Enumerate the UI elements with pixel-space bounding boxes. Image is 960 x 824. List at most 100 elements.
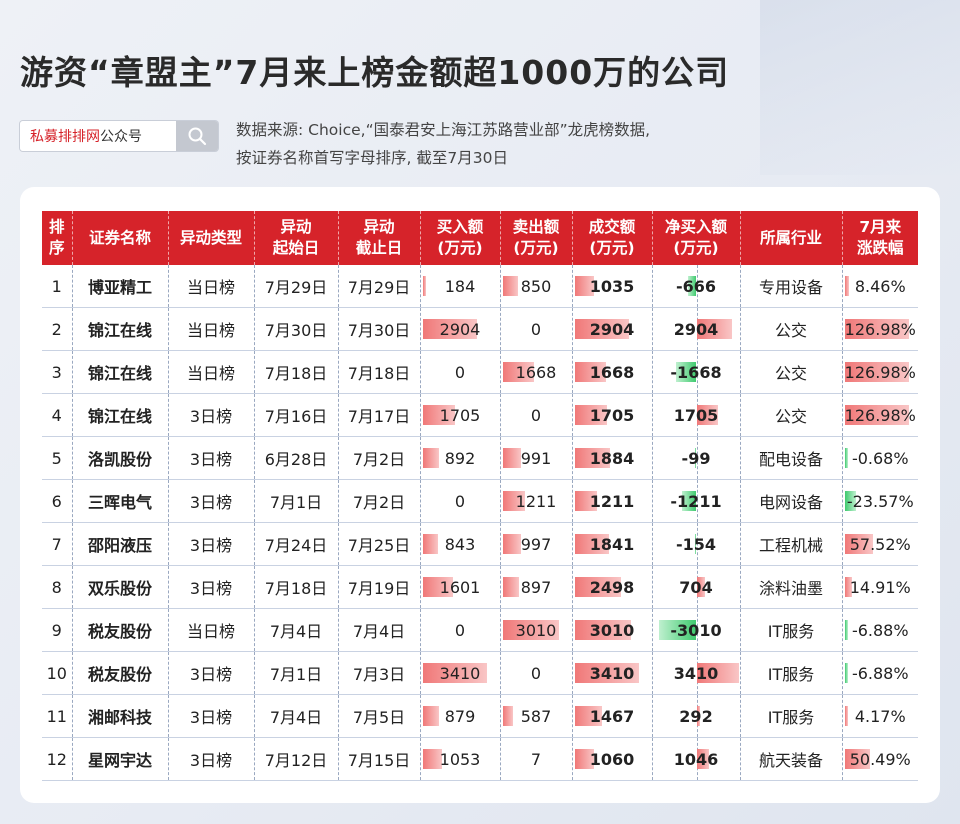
cell-sell: 0 bbox=[500, 307, 573, 351]
search-input[interactable]: 私募排排网 公众号 bbox=[20, 121, 176, 151]
cell-value: -1668 bbox=[670, 362, 722, 382]
cell-end: 7月2日 bbox=[338, 479, 421, 523]
change-bar bbox=[844, 276, 849, 296]
cell-no: 10 bbox=[42, 651, 73, 695]
cell-type: 3日榜 bbox=[168, 694, 255, 738]
cell-industry: 工程机械 bbox=[740, 522, 843, 566]
table-row: 2 锦江在线 当日榜 7月30日 7月30日 2904 0 2904 2904 公交 126.98% bbox=[42, 307, 918, 351]
cell-buy: 3410 bbox=[420, 651, 501, 695]
cell-value: 292 bbox=[679, 706, 713, 726]
change-bar bbox=[844, 534, 874, 554]
cell-value: IT服务 bbox=[767, 622, 815, 641]
net-bar bbox=[696, 663, 739, 683]
change-bar bbox=[844, 405, 909, 425]
cell-value: 2904 bbox=[439, 319, 481, 339]
cell-start: 7月4日 bbox=[254, 608, 339, 652]
amount-bar bbox=[574, 706, 603, 726]
cell-value: 7月18日 bbox=[264, 364, 328, 383]
cell-no: 8 bbox=[42, 565, 73, 609]
source-line-2: 按证券名称首写字母排序, 截至7月30日 bbox=[236, 149, 508, 167]
cell-value: 3日榜 bbox=[189, 751, 233, 770]
column-header-line: 7月来 bbox=[859, 218, 902, 236]
search-box[interactable]: 私募排排网 公众号 bbox=[20, 121, 218, 151]
cell-name: 锦江在线 bbox=[72, 307, 169, 351]
column-header-line: 净买入额 bbox=[664, 218, 727, 236]
cell-value: 0 bbox=[454, 362, 466, 382]
column-header-line: 卖出额 bbox=[512, 218, 560, 236]
cell-sell: 850 bbox=[500, 265, 573, 308]
column-header: 所属行业 bbox=[740, 211, 843, 265]
buy-bar bbox=[422, 577, 453, 597]
amount-bar bbox=[574, 620, 631, 640]
change-bar bbox=[844, 448, 848, 468]
cell-industry: 配电设备 bbox=[740, 436, 843, 480]
cell-industry: 电网设备 bbox=[740, 479, 843, 523]
buy-bar bbox=[422, 319, 477, 339]
search-button[interactable] bbox=[176, 121, 218, 151]
cell-value: 991 bbox=[520, 448, 552, 468]
net-bar bbox=[681, 491, 697, 511]
column-header-line: 排 bbox=[48, 218, 65, 236]
cell-no: 1 bbox=[42, 265, 73, 308]
account-name: 私募排排网 bbox=[30, 129, 100, 145]
cell-end: 7月25日 bbox=[338, 522, 421, 566]
amount-bar bbox=[574, 405, 607, 425]
cell-value: 公交 bbox=[774, 407, 807, 426]
cell-value: 10 bbox=[46, 663, 67, 683]
table-row: 1 博亚精工 当日榜 7月29日 7月29日 184 850 1035 -666 专用设备 8.46… bbox=[42, 265, 918, 308]
cell-value: -154 bbox=[675, 534, 717, 554]
cell-value: 三晖电气 bbox=[87, 493, 152, 512]
cell-change: 8.46% bbox=[842, 265, 918, 308]
cell-net: 2904 bbox=[652, 307, 741, 351]
net-axis bbox=[696, 480, 698, 522]
cell-no: 5 bbox=[42, 436, 73, 480]
cell-buy: 0 bbox=[420, 608, 501, 652]
cell-type: 3日榜 bbox=[168, 737, 255, 781]
cell-amount: 1467 bbox=[572, 694, 653, 738]
cell-value: -23.57% bbox=[846, 491, 914, 511]
cell-value: 1705 bbox=[439, 405, 481, 425]
amount-bar bbox=[574, 491, 598, 511]
cell-value: 7月17日 bbox=[347, 407, 411, 426]
column-header-line: 证券名称 bbox=[88, 228, 151, 247]
cell-amount: 1841 bbox=[572, 522, 653, 566]
cell-value: 11 bbox=[46, 706, 67, 726]
cell-amount: 2904 bbox=[572, 307, 653, 351]
cell-value: 8.46% bbox=[854, 276, 906, 296]
cell-type: 3日榜 bbox=[168, 651, 255, 695]
cell-end: 7月4日 bbox=[338, 608, 421, 652]
cell-value: 1668 bbox=[589, 362, 635, 382]
change-bar bbox=[844, 319, 909, 339]
cell-start: 7月24日 bbox=[254, 522, 339, 566]
cell-value: 3日榜 bbox=[189, 493, 233, 512]
net-bar bbox=[694, 534, 697, 554]
cell-value: 12 bbox=[46, 749, 67, 769]
cell-start: 6月28日 bbox=[254, 436, 339, 480]
sell-bar bbox=[502, 534, 522, 554]
cell-name: 三晖电气 bbox=[72, 479, 169, 523]
table-row: 10 税友股份 3日榜 7月1日 7月3日 3410 0 3410 3410 IT服务 -6.88% bbox=[42, 651, 918, 695]
cell-name: 洛凯股份 bbox=[72, 436, 169, 480]
amount-bar bbox=[574, 577, 622, 597]
cell-value: 税友股份 bbox=[87, 622, 152, 641]
cell-value: 6月28日 bbox=[264, 450, 328, 469]
cell-value: 7月5日 bbox=[352, 708, 406, 727]
cell-value: 1705 bbox=[589, 405, 635, 425]
cell-value: 当日榜 bbox=[186, 321, 235, 340]
cell-start: 7月30日 bbox=[254, 307, 339, 351]
cell-amount: 3410 bbox=[572, 651, 653, 695]
sell-bar bbox=[502, 620, 559, 640]
cell-end: 7月19日 bbox=[338, 565, 421, 609]
cell-amount: 1705 bbox=[572, 393, 653, 437]
cell-name: 博亚精工 bbox=[72, 265, 169, 308]
column-header: 异动类型 bbox=[168, 211, 255, 265]
cell-value: 公交 bbox=[774, 364, 807, 383]
cell-change: -0.68% bbox=[842, 436, 918, 480]
cell-end: 7月17日 bbox=[338, 393, 421, 437]
cell-net: 704 bbox=[652, 565, 741, 609]
change-bar bbox=[844, 491, 857, 511]
cell-value: 14.91% bbox=[849, 577, 911, 597]
cell-start: 7月18日 bbox=[254, 565, 339, 609]
cell-value: 星网宇达 bbox=[87, 751, 152, 770]
change-bar bbox=[844, 577, 852, 597]
